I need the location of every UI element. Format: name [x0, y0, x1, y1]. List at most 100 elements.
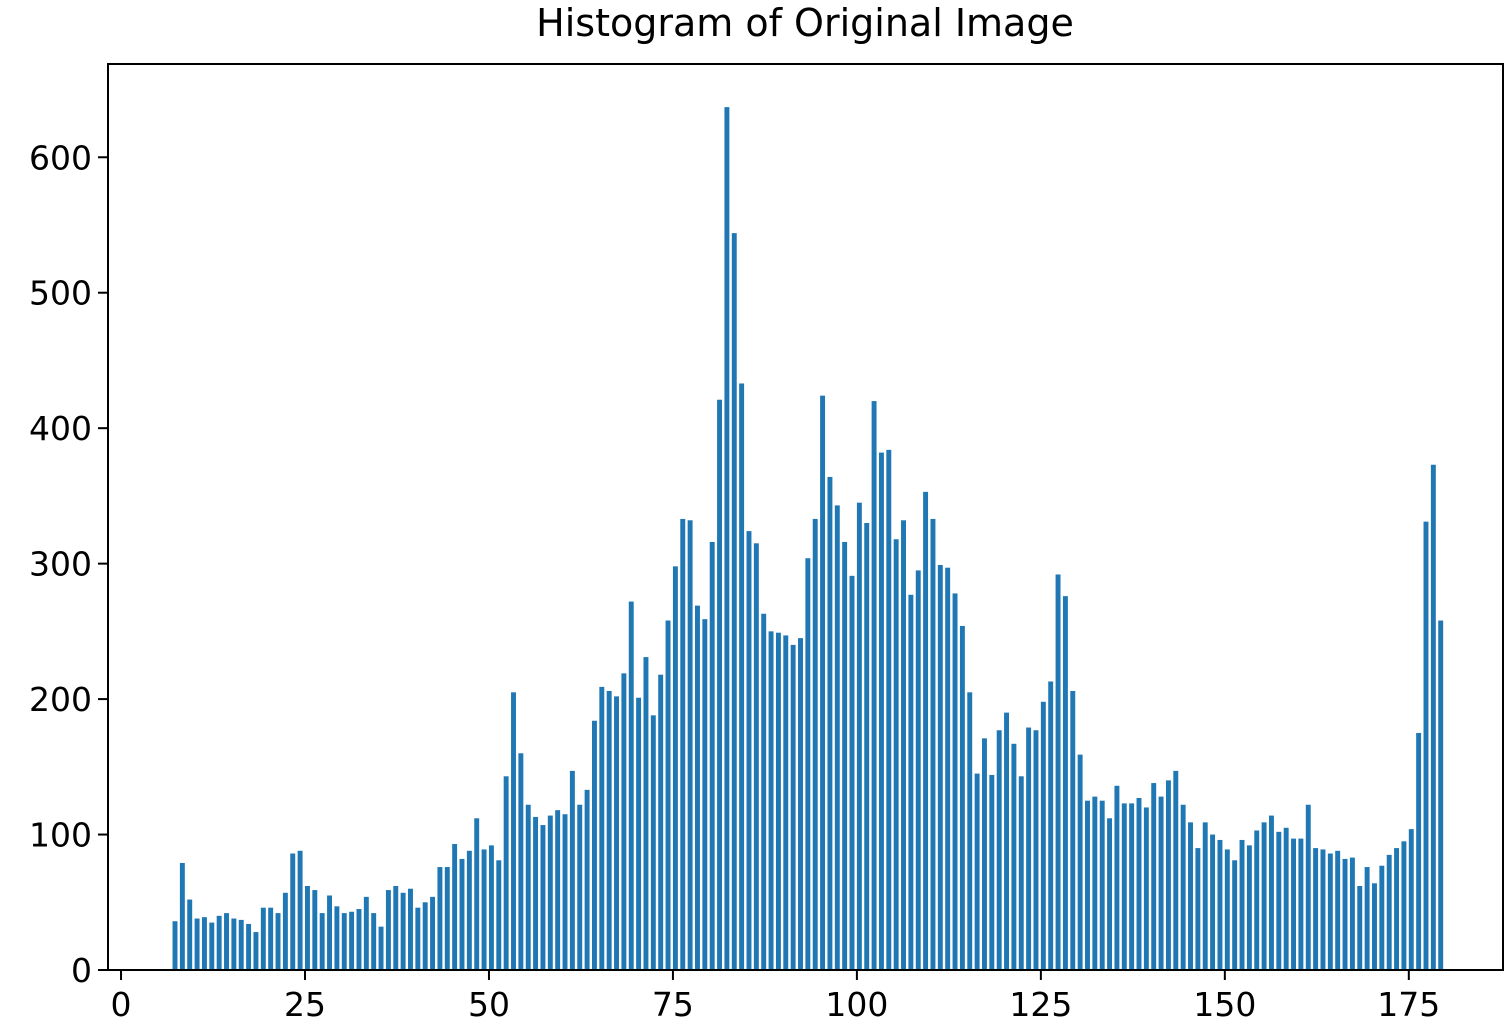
bar — [1372, 883, 1377, 970]
bar — [260, 907, 266, 970]
bar — [621, 673, 627, 970]
bar — [878, 452, 884, 970]
bar — [1224, 849, 1230, 970]
bar — [444, 867, 450, 970]
bar — [856, 502, 862, 970]
bar — [790, 644, 796, 970]
bar — [496, 860, 502, 970]
bar — [341, 913, 347, 970]
bar — [415, 907, 421, 970]
bar — [187, 899, 193, 970]
bar — [871, 401, 877, 970]
bar — [1416, 732, 1422, 970]
bar — [798, 638, 803, 970]
bar — [606, 690, 612, 970]
bar — [216, 915, 222, 970]
bar — [1018, 776, 1024, 970]
bar — [1217, 839, 1223, 970]
bar — [363, 896, 369, 970]
bar — [1165, 780, 1171, 970]
bar — [775, 632, 781, 970]
bar — [614, 696, 619, 970]
bar — [1011, 743, 1017, 970]
bar — [1268, 815, 1274, 970]
bar — [268, 907, 274, 970]
bar — [172, 921, 178, 970]
bar — [915, 570, 921, 970]
bar — [937, 564, 943, 970]
bar — [290, 853, 296, 970]
bar — [665, 620, 671, 970]
bar — [812, 518, 818, 970]
bar — [901, 520, 906, 970]
bar — [1401, 841, 1407, 970]
bar — [437, 867, 443, 970]
bar — [709, 541, 715, 970]
bar — [540, 825, 546, 970]
bar — [849, 575, 855, 970]
bar — [408, 888, 413, 970]
bar — [371, 913, 377, 970]
y-tick-label: 200 — [29, 680, 92, 719]
bar — [1033, 730, 1039, 970]
bar — [1438, 620, 1444, 970]
bar — [805, 558, 811, 970]
bar — [636, 697, 642, 970]
bar — [334, 906, 340, 970]
bar — [650, 715, 656, 970]
bar — [297, 850, 303, 970]
bar — [238, 919, 244, 970]
bar — [1040, 701, 1046, 970]
x-tick-label: 175 — [1377, 985, 1440, 1024]
bar — [967, 692, 973, 970]
bar — [1357, 886, 1363, 970]
bar — [1320, 849, 1326, 970]
bar — [474, 818, 480, 970]
bar — [1195, 848, 1201, 970]
bar — [194, 918, 200, 970]
y-tick-label: 500 — [29, 274, 92, 313]
bar — [1394, 848, 1400, 970]
bar — [533, 816, 539, 970]
y-tick-label: 0 — [71, 951, 92, 990]
bar — [981, 738, 987, 970]
bar — [555, 810, 561, 970]
bar — [1077, 754, 1083, 970]
bar — [1349, 857, 1355, 970]
y-tick-label: 600 — [29, 138, 92, 177]
bar — [695, 605, 700, 970]
bar — [1085, 800, 1090, 970]
bar — [1232, 860, 1238, 970]
bar — [1099, 800, 1105, 970]
y-tick-label: 300 — [29, 545, 92, 584]
bar — [672, 566, 678, 970]
bar — [1335, 850, 1341, 970]
x-tick-label: 75 — [652, 985, 694, 1024]
bar — [577, 804, 583, 970]
bar — [1276, 831, 1282, 970]
bar — [430, 896, 436, 970]
bar — [209, 922, 215, 970]
bar — [1327, 853, 1333, 970]
bar — [304, 886, 310, 970]
bar — [753, 543, 759, 970]
bar — [378, 926, 384, 970]
bar — [224, 913, 229, 970]
bar — [1151, 783, 1157, 970]
bar — [231, 918, 237, 970]
bar — [680, 518, 686, 970]
bar — [1283, 827, 1289, 970]
bar — [1121, 803, 1127, 970]
bar — [584, 789, 590, 970]
bar — [724, 107, 730, 970]
bar — [1158, 796, 1164, 970]
bar — [1026, 727, 1032, 970]
bar — [1342, 858, 1348, 970]
bar — [930, 518, 936, 970]
bar — [1305, 804, 1311, 970]
bar — [893, 539, 899, 970]
bar — [488, 845, 494, 970]
bar — [643, 657, 649, 970]
bar — [1261, 822, 1267, 970]
bar — [1202, 822, 1208, 970]
